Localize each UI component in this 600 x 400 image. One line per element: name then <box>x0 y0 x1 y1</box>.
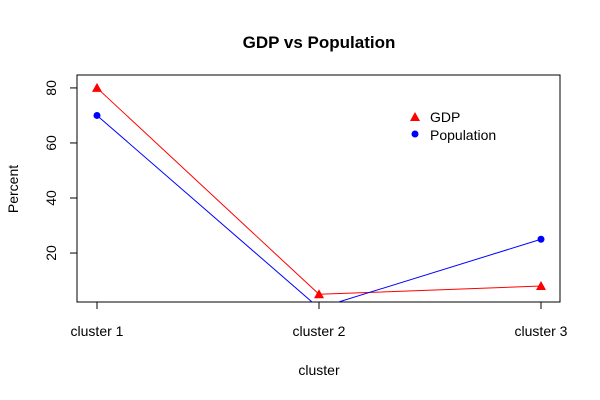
y-tick-label: 40 <box>43 190 59 206</box>
legend-population-label: Population <box>430 127 496 143</box>
chart-title: GDP vs Population <box>243 33 396 52</box>
y-axis-label: Percent <box>5 165 21 213</box>
x-axis: cluster 1 cluster 2 cluster 3 <box>71 301 568 339</box>
x-tick-label: cluster 3 <box>515 323 568 339</box>
population-point <box>537 235 545 243</box>
plot-frame <box>76 74 561 303</box>
legend-gdp-label: GDP <box>430 109 460 125</box>
legend-gdp-marker <box>410 112 420 121</box>
legend-population-marker <box>411 130 419 138</box>
gdp-point <box>92 82 102 92</box>
y-tick-label: 60 <box>43 135 59 151</box>
x-tick-label: cluster 1 <box>71 323 124 339</box>
y-axis: 20 40 60 80 <box>43 80 78 261</box>
legend: GDP Population <box>410 109 496 143</box>
gdp-line <box>96 87 542 295</box>
x-tick-label: cluster 2 <box>293 323 346 339</box>
gdp-point <box>314 289 324 299</box>
y-tick-label: 20 <box>43 245 59 261</box>
series-group <box>92 82 546 302</box>
population-point <box>93 111 101 119</box>
population-line <box>96 115 542 302</box>
x-axis-label: cluster <box>298 362 340 378</box>
y-tick-label: 80 <box>43 80 59 96</box>
gdp-point <box>536 281 546 291</box>
